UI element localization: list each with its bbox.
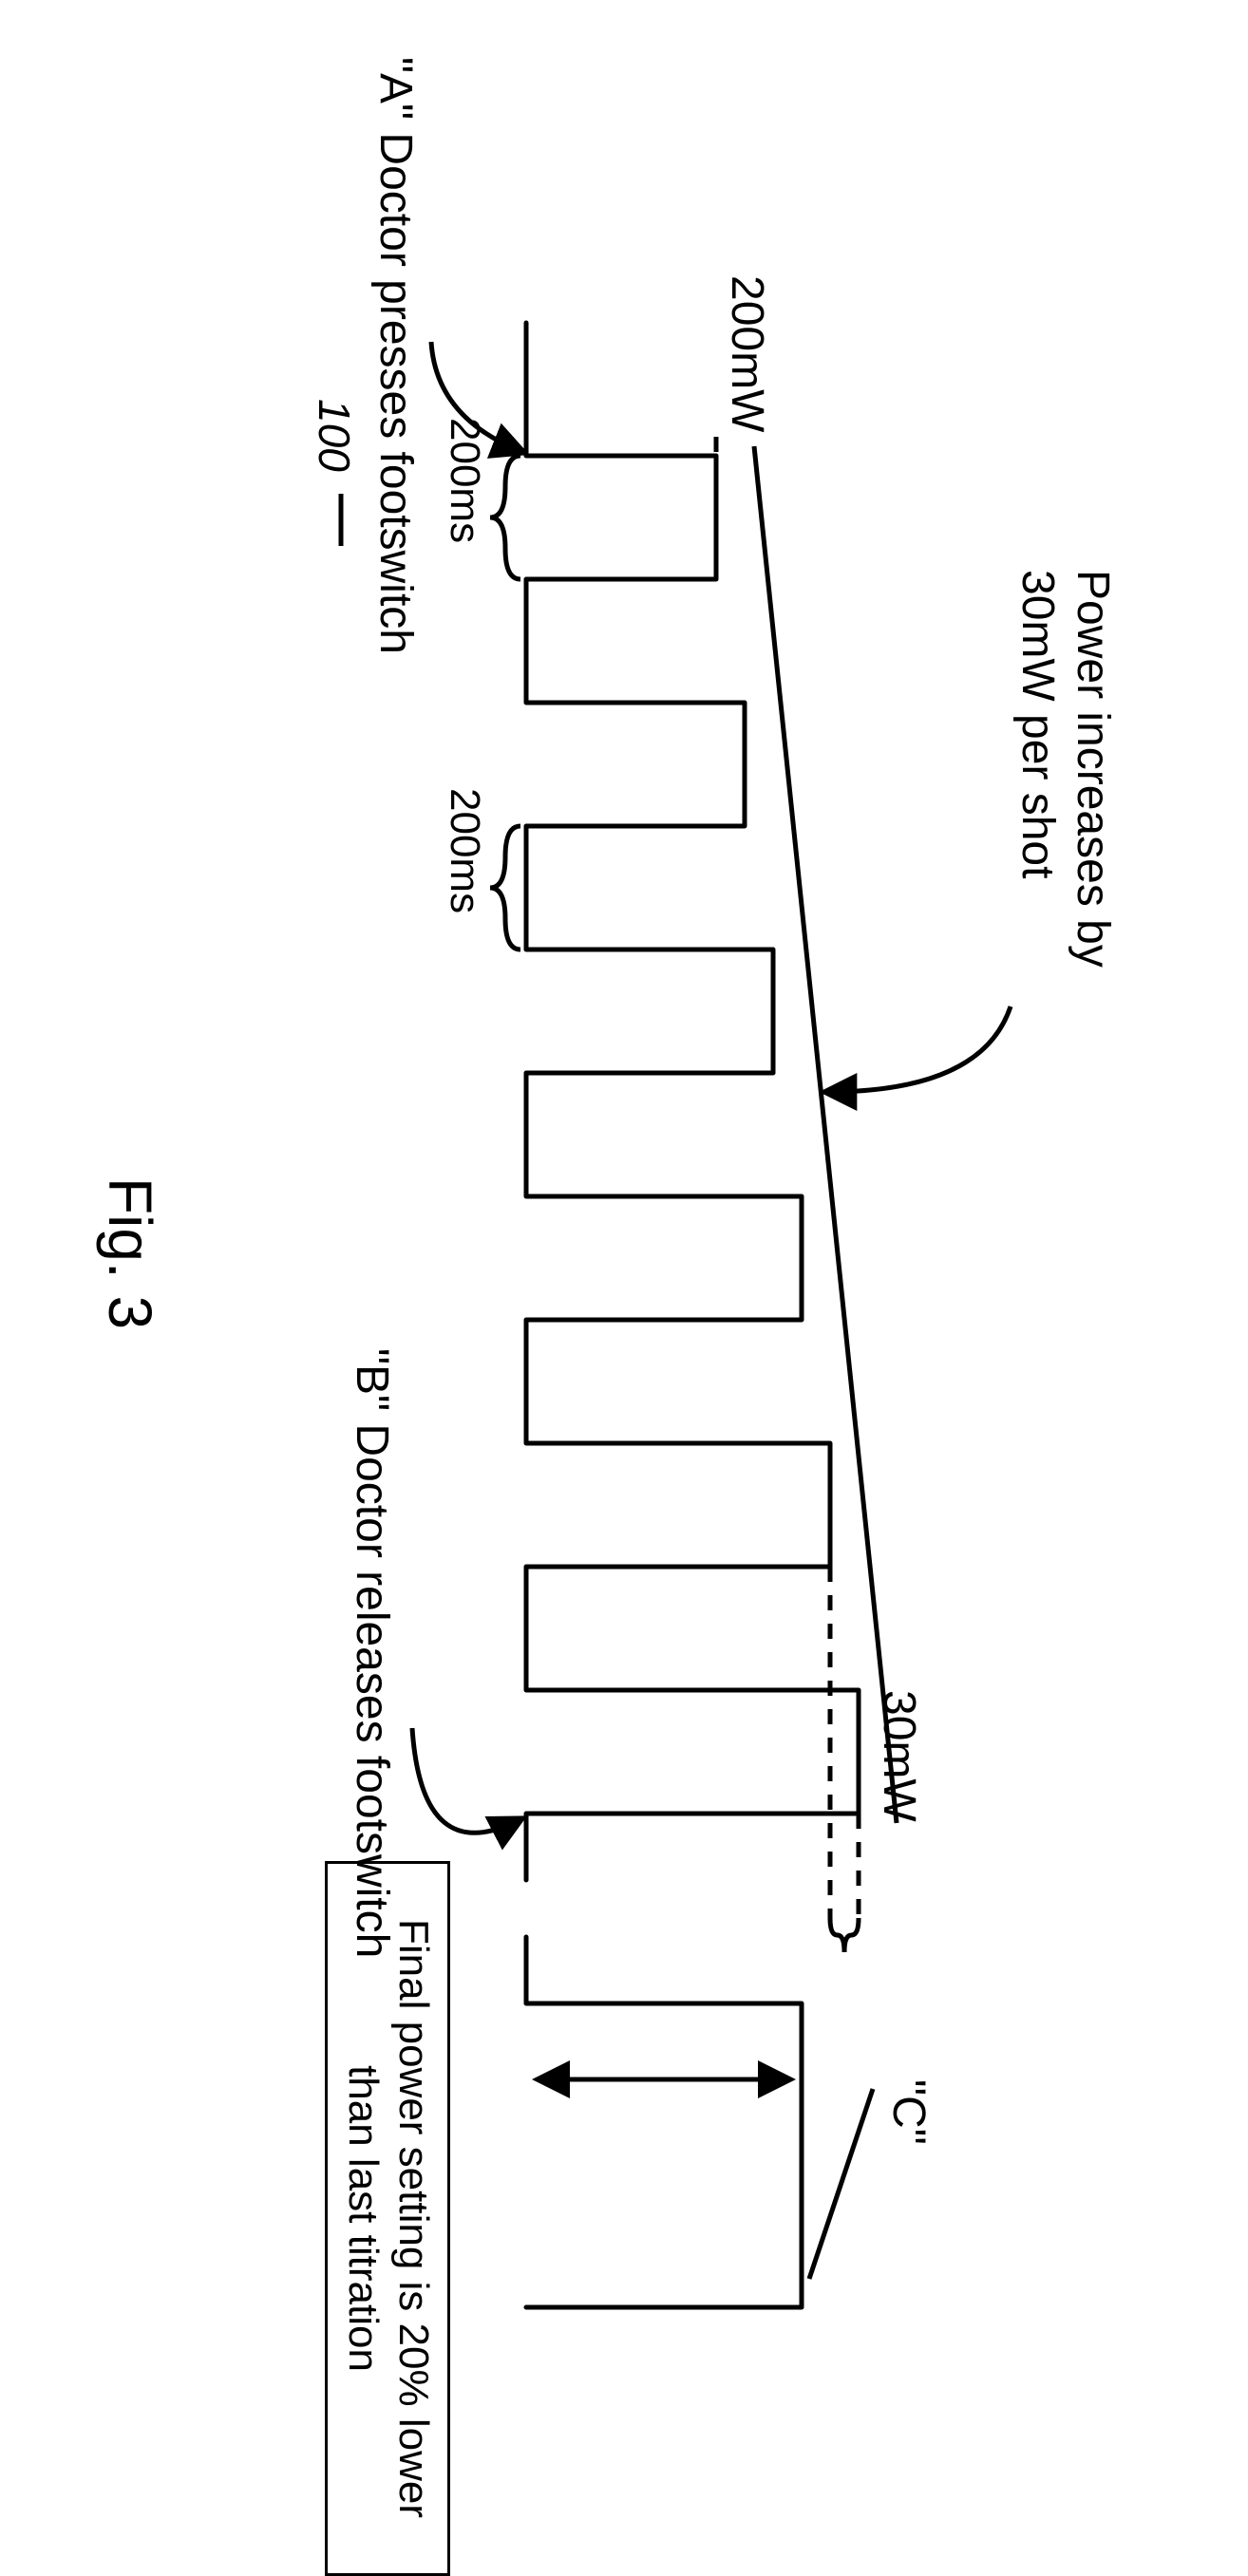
brace-30mw [830,1918,859,1952]
label-ref-100: 100 [309,399,360,472]
label-pulse-width: 200ms [441,418,488,543]
figure-caption: Fig. 3 [95,1177,165,1329]
waveform-final [526,1937,802,2307]
slope-line [754,446,897,1823]
brace-pulse-200ms [490,456,520,579]
arrow-event-b [412,1728,520,1833]
arrow-event-c [809,2089,873,2279]
label-slope-note: Power increases by 30mW per shot [1011,570,1120,968]
brace-gap-200ms [490,826,520,950]
label-gap-width: 200ms [441,788,488,913]
arrow-slope-note [826,1006,1011,1092]
label-final-note: Final power setting is 20% lower than la… [325,1861,450,2576]
label-increment: 30mW [873,1690,925,1822]
diagram-stage: Fig. 3 200mW "A" Doctor presses footswit… [0,0,1248,2576]
label-start-power: 200mW [721,275,773,432]
page: Fig. 3 200mW "A" Doctor presses footswit… [0,0,1248,2576]
label-event-c: "C" [882,2079,935,2145]
waveform-titration [526,323,859,1880]
label-event-a: "A" Doctor presses footswitch [369,57,422,654]
